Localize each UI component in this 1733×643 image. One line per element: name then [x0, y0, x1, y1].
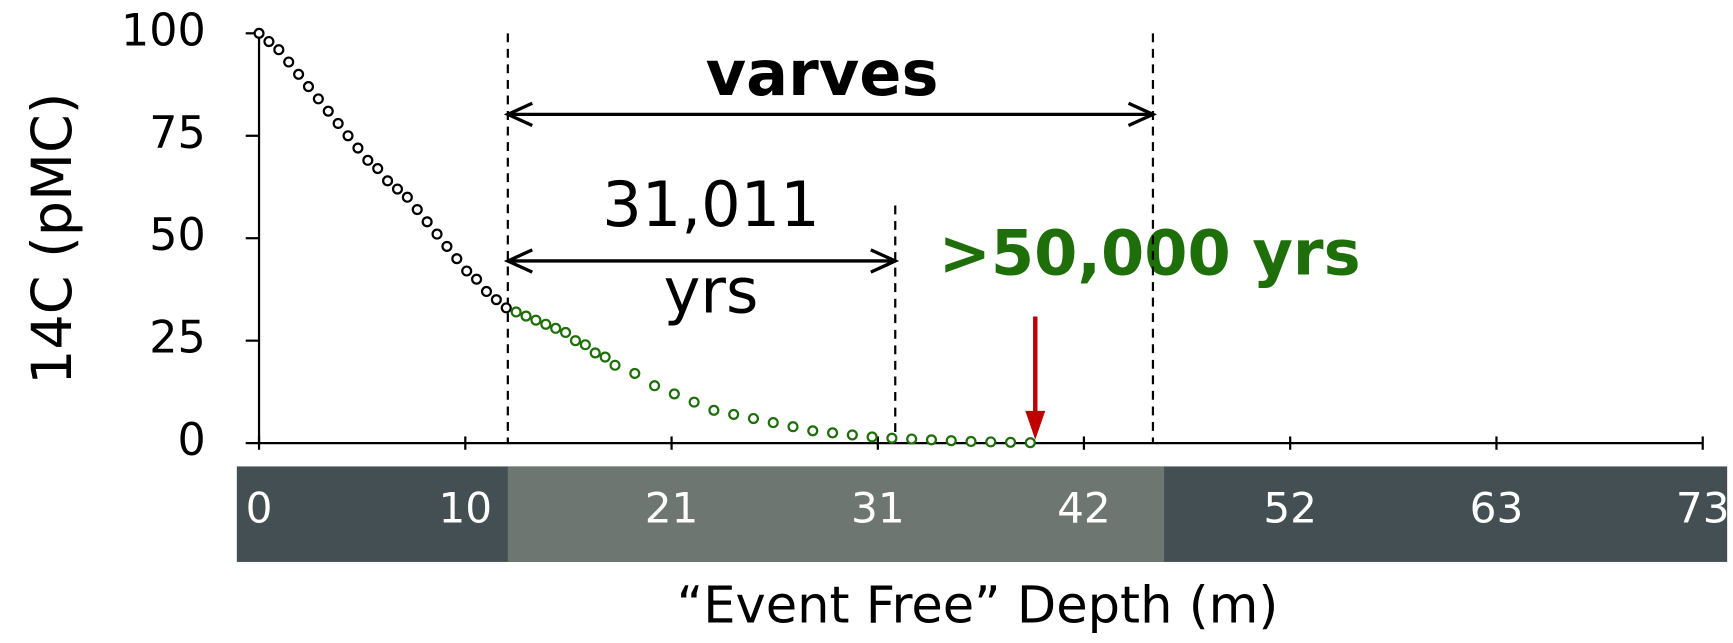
- data-point: [433, 230, 442, 239]
- data-point: [561, 328, 570, 337]
- data-point: [868, 433, 877, 442]
- data-point: [601, 353, 610, 362]
- data-point: [729, 410, 738, 419]
- data-point: [383, 176, 392, 185]
- data-point: [314, 94, 323, 103]
- data-point: [1026, 438, 1035, 447]
- data-point: [423, 217, 432, 226]
- data-point: [927, 435, 936, 444]
- y-tick-label: 25: [149, 313, 206, 364]
- data-point: [887, 434, 896, 443]
- data-point: [531, 316, 540, 325]
- data-point: [334, 119, 343, 128]
- span-unit: yrs: [664, 254, 759, 327]
- x-tick-label: 10: [438, 483, 492, 532]
- y-axis-label: 14C (pMC): [20, 93, 85, 385]
- y-tick-label: 75: [149, 108, 206, 159]
- data-point: [522, 312, 531, 321]
- x-tick-label: 21: [645, 483, 699, 532]
- data-point: [344, 131, 353, 140]
- data-point: [789, 422, 798, 431]
- data-point: [512, 308, 521, 317]
- data-point: [630, 369, 639, 378]
- data-point: [690, 398, 699, 407]
- data-point: [709, 406, 718, 415]
- x-tick-label: 31: [851, 483, 905, 532]
- data-point: [967, 437, 976, 446]
- data-point: [848, 430, 857, 439]
- age-label: >50,000 yrs: [939, 217, 1361, 290]
- data-point: [650, 381, 659, 390]
- data-point: [284, 58, 293, 67]
- data-point: [442, 242, 451, 251]
- x-tick-label: 0: [246, 483, 273, 532]
- data-point: [502, 303, 511, 312]
- data-point: [363, 156, 372, 165]
- data-point: [472, 275, 481, 284]
- data-point: [828, 428, 837, 437]
- x-tick-label: 73: [1676, 483, 1730, 532]
- data-point: [324, 107, 333, 116]
- data-point: [611, 361, 620, 370]
- x-axis-label: “Event Free” Depth (m): [677, 577, 1279, 636]
- y-tick-label: 0: [177, 415, 205, 466]
- data-point: [947, 436, 956, 445]
- data-point: [403, 193, 412, 202]
- data-point: [749, 414, 758, 423]
- data-point: [353, 144, 362, 153]
- data-point: [808, 426, 817, 435]
- varves-label: varves: [706, 37, 939, 110]
- data-point: [413, 205, 422, 214]
- data-point: [255, 29, 264, 38]
- data-point: [571, 336, 580, 345]
- data-point: [294, 70, 303, 79]
- data-point: [264, 37, 273, 46]
- data-point: [1006, 438, 1015, 447]
- span-value: 31,011: [602, 168, 820, 241]
- data-point: [769, 418, 778, 427]
- data-point: [452, 254, 461, 263]
- data-point: [373, 164, 382, 173]
- x-tick-label: 52: [1263, 483, 1317, 532]
- data-point: [541, 320, 550, 329]
- data-point: [551, 324, 560, 333]
- data-point: [393, 185, 402, 194]
- data-point: [304, 82, 313, 91]
- data-point: [986, 437, 995, 446]
- y-tick-label: 50: [149, 210, 206, 261]
- x-tick-label: 42: [1057, 483, 1111, 532]
- data-point: [492, 295, 501, 304]
- data-point: [462, 267, 471, 276]
- data-point: [274, 45, 283, 54]
- age-arrow-head: [1025, 411, 1045, 440]
- data-point: [482, 287, 491, 296]
- x-tick-label: 63: [1470, 483, 1524, 532]
- y-tick-label: 100: [121, 5, 206, 56]
- page: {"chart_data": { "type": "scatter", "yla…: [0, 0, 1733, 643]
- data-point: [591, 349, 600, 358]
- data-point: [907, 435, 916, 444]
- data-point: [581, 340, 590, 349]
- chart: 14C (pMC) “Event Free” Depth (m) varves …: [0, 0, 1733, 643]
- data-point: [670, 389, 679, 398]
